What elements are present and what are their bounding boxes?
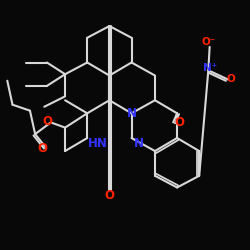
- Text: O: O: [174, 116, 184, 129]
- Text: O: O: [226, 74, 235, 85]
- Text: O: O: [43, 114, 53, 128]
- Text: O⁻: O⁻: [201, 37, 216, 47]
- Text: O: O: [38, 142, 48, 155]
- Text: N⁺: N⁺: [202, 63, 217, 73]
- Text: HN: HN: [88, 137, 108, 150]
- Text: N: N: [126, 107, 136, 120]
- Text: O: O: [104, 189, 115, 202]
- Text: N: N: [134, 137, 144, 150]
